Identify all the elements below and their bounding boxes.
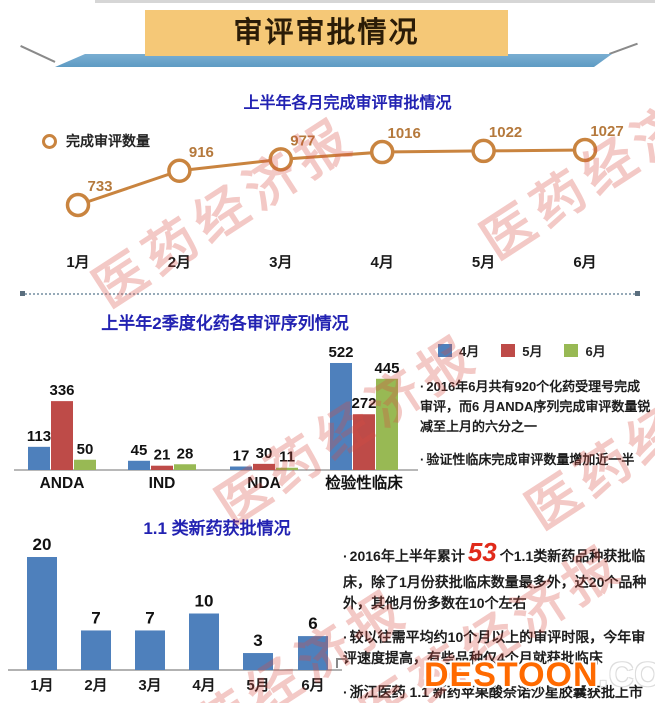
bullet-icon: · (420, 452, 425, 468)
svg-text:3月: 3月 (138, 677, 161, 694)
svg-text:7: 7 (145, 608, 154, 627)
svg-text:6月: 6月 (573, 254, 596, 271)
svg-text:30: 30 (256, 445, 273, 462)
svg-text:272: 272 (351, 395, 376, 412)
open-circle-marker-icon (42, 133, 57, 149)
svg-text:2月: 2月 (84, 677, 107, 694)
top-edge-strip (95, 0, 655, 3)
svg-text:ANDA: ANDA (40, 475, 85, 492)
ribbon-fold-left (20, 45, 56, 63)
bullet-icon: · (343, 684, 348, 700)
june-swatch-icon (564, 344, 579, 357)
note-text: 2016年6月共有920个化药受理号完成审评，而6 月ANDA序列完成审评数量锐… (420, 379, 651, 435)
ribbon-fold-right (609, 42, 638, 55)
svg-text:检验性临床: 检验性临床 (325, 473, 403, 492)
legend-item-may: 5月 (501, 341, 542, 360)
svg-text:3月: 3月 (269, 254, 292, 271)
svg-text:1027: 1027 (590, 123, 623, 140)
svg-text:20: 20 (33, 535, 52, 554)
note-line: · 2016年上半年累计 53 个1.1类新药品种获批临床，除了1月份获批临床数量最多… (343, 533, 651, 614)
svg-text:3: 3 (253, 631, 262, 650)
svg-text:11: 11 (279, 449, 295, 466)
line-chart-title: 上半年各月完成审评审批情况 (243, 95, 452, 112)
grouped-chart-legend: 4月 5月 6月 (438, 341, 606, 360)
monthly-review-line-chart: 733 1月 916 2月 977 3月 1016 4月 1022 5月 1027 6月 (65, 123, 624, 271)
svg-text:1月: 1月 (66, 254, 89, 271)
note-text: 2016年上半年累计 (349, 548, 465, 564)
highlight-number: 53 (467, 537, 497, 567)
note-line: · 浙江医药 1.1 新药苹果酸奈诺沙星胶囊获批上市 (343, 682, 651, 703)
svg-text:1022: 1022 (489, 124, 522, 141)
svg-text:6: 6 (308, 614, 317, 633)
new-drug-chart-title: 1.1 类新药获批情况 (143, 519, 291, 538)
svg-text:50: 50 (77, 441, 94, 458)
svg-text:NDA: NDA (247, 475, 281, 492)
april-swatch-icon (438, 344, 452, 357)
section-divider (20, 291, 640, 296)
svg-text:4月: 4月 (192, 677, 215, 694)
may-swatch-icon (501, 344, 516, 357)
grouped-chart-title: 上半年2季度化药各审评序列情况 (101, 314, 349, 333)
svg-text:2月: 2月 (168, 254, 191, 271)
legend-item-april: 4月 (438, 341, 479, 360)
review-sequence-bar-chart: 113 45 17 522 336 21 30 272 50 28 11 445 ANDA IND NDA 检… (14, 344, 418, 492)
new-drug-notes: · 2016年上半年累计 53 个1.1类新药品种获批临床，除了1月份获批临床数量最多… (343, 533, 651, 703)
new-drug-approval-bar-chart: 20 1月 7 2月 7 3月 10 4月 3 5月 6 6月 (8, 535, 342, 694)
svg-text:733: 733 (87, 178, 112, 195)
legend-label: 5月 (522, 344, 543, 359)
note-line: · 2016年6月共有920个化药受理号完成审评，而6 月ANDA序列完成审评数量… (420, 377, 652, 437)
svg-text:5月: 5月 (472, 254, 495, 271)
svg-text:336: 336 (49, 382, 74, 399)
svg-text:17: 17 (233, 448, 250, 465)
note-line: · 较以往需平均约10个月以上的审评时限，今年审评速度提高，有些品种仅4个月就获批… (343, 627, 651, 669)
svg-text:21: 21 (154, 447, 171, 464)
note-text: 个1.1类新药品种获批临床，除了1月份获批临床数量最多外，达20个品种外，其他月… (343, 548, 647, 611)
svg-text:7: 7 (91, 608, 100, 627)
legend-label: 4月 (459, 344, 480, 359)
svg-text:445: 445 (374, 360, 399, 377)
svg-text:IND: IND (149, 475, 176, 492)
line-legend-label: 完成审评数量 (66, 133, 150, 149)
note-line: · 验证性临床完成审评数量增加近一半 (420, 450, 652, 470)
svg-text:5月: 5月 (246, 677, 269, 694)
svg-text:10: 10 (195, 592, 214, 611)
svg-text:45: 45 (131, 442, 148, 459)
svg-text:1月: 1月 (30, 677, 53, 694)
note-text: 较以往需平均约10个月以上的审评时限，今年审评速度提高，有些品种仅4个月就获批临… (343, 629, 646, 666)
bullet-icon: · (420, 379, 425, 394)
svg-text:113: 113 (27, 428, 51, 445)
note-text: 浙江医药 1.1 新药苹果酸奈诺沙星胶囊获批上市 (349, 684, 643, 700)
corner-mark (336, 658, 348, 668)
svg-text:28: 28 (177, 445, 194, 462)
note-text: 验证性临床完成审评数量增加近一半 (426, 452, 635, 468)
svg-text:6月: 6月 (301, 677, 324, 694)
page-title: 审评审批情况 (145, 10, 508, 56)
svg-text:4月: 4月 (371, 254, 394, 271)
review-sequence-notes: · 2016年6月共有920个化药受理号完成审评，而6 月ANDA序列完成审评数量… (420, 377, 652, 484)
header-ribbon (55, 54, 612, 67)
bullet-icon: · (343, 548, 348, 564)
svg-text:916: 916 (189, 144, 214, 161)
line-chart-legend: 完成审评数量 (42, 131, 150, 151)
legend-label: 6月 (585, 344, 606, 359)
svg-text:522: 522 (328, 344, 353, 361)
bullet-icon: · (343, 629, 348, 645)
svg-text:1016: 1016 (388, 125, 421, 142)
svg-text:977: 977 (290, 132, 315, 149)
legend-item-june: 6月 (564, 341, 606, 360)
